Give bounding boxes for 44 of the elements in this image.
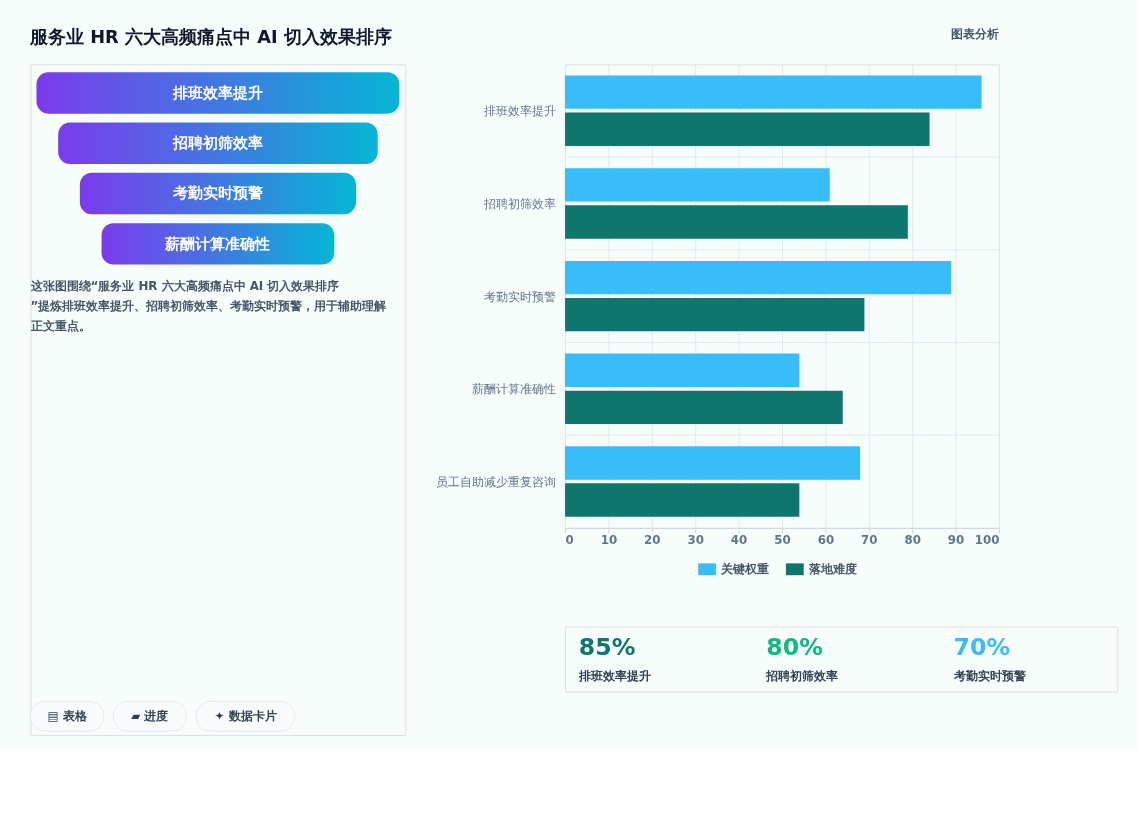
text: 80%	[766, 633, 823, 662]
bar	[565, 446, 861, 480]
x-tick-label: 10	[600, 533, 618, 548]
x-tick-label: 30	[687, 533, 704, 548]
text: 服务业 HR 六大高频痛点中 AI 切入效果排序	[29, 26, 392, 47]
category-label: 排班效率提升	[171, 83, 263, 101]
x-tick-label: 0	[565, 533, 574, 548]
legend-label: 关键权重	[719, 562, 769, 577]
x-tick-label: 50	[774, 533, 791, 548]
x-tick-label: 80	[904, 533, 921, 548]
category-label: 排班效率提升	[577, 668, 651, 683]
bar	[565, 390, 843, 425]
bar	[565, 168, 830, 202]
category-label: 薪酬计算准确性	[164, 234, 271, 252]
x-tick-label: 40	[730, 533, 748, 548]
y-tick-label: 员工自助减少重复咨询	[435, 474, 556, 489]
bar	[565, 75, 982, 109]
text: ▤ 表格	[47, 709, 88, 724]
bar	[565, 483, 800, 517]
x-tick-label: 60	[817, 533, 835, 548]
category-label: 招聘初筛效率	[765, 668, 839, 683]
y-tick-label: 考勤实时预警	[483, 289, 556, 304]
x-tick-label: 90	[947, 533, 965, 548]
category-label: 考勤实时预警	[952, 668, 1026, 683]
category-label: 招聘初筛效率	[171, 134, 263, 152]
x-tick-label: 70	[861, 533, 878, 548]
y-tick-label: 薪酬计算准确性	[471, 382, 556, 397]
bar	[565, 205, 908, 239]
x-tick-label: 100	[974, 533, 1000, 548]
text: ✦ 数据卡片	[214, 709, 277, 724]
bar	[565, 297, 865, 332]
bar	[565, 112, 930, 146]
text: ▰ 进度	[131, 709, 169, 724]
y-tick-label: 招聘初筛效率	[482, 196, 556, 211]
bar	[565, 353, 800, 387]
chart-title: 图表分析	[951, 26, 1000, 41]
legend-label: 落地难度	[807, 562, 857, 577]
text: 这张图围绕“服务业 HR 六大高频痛点中 AI 切入效果排序”提炼排班效率提升、招聘初筛效率、考勤实时预警，用于辅助理解正文重点。	[29, 279, 387, 333]
y-tick-label: 排班效率提升	[483, 104, 556, 119]
bar	[565, 260, 952, 295]
text: 70%	[953, 633, 1011, 662]
text: 85%	[578, 633, 636, 662]
category-label: 考勤实时预警	[171, 184, 263, 202]
x-tick-label: 20	[644, 533, 661, 548]
